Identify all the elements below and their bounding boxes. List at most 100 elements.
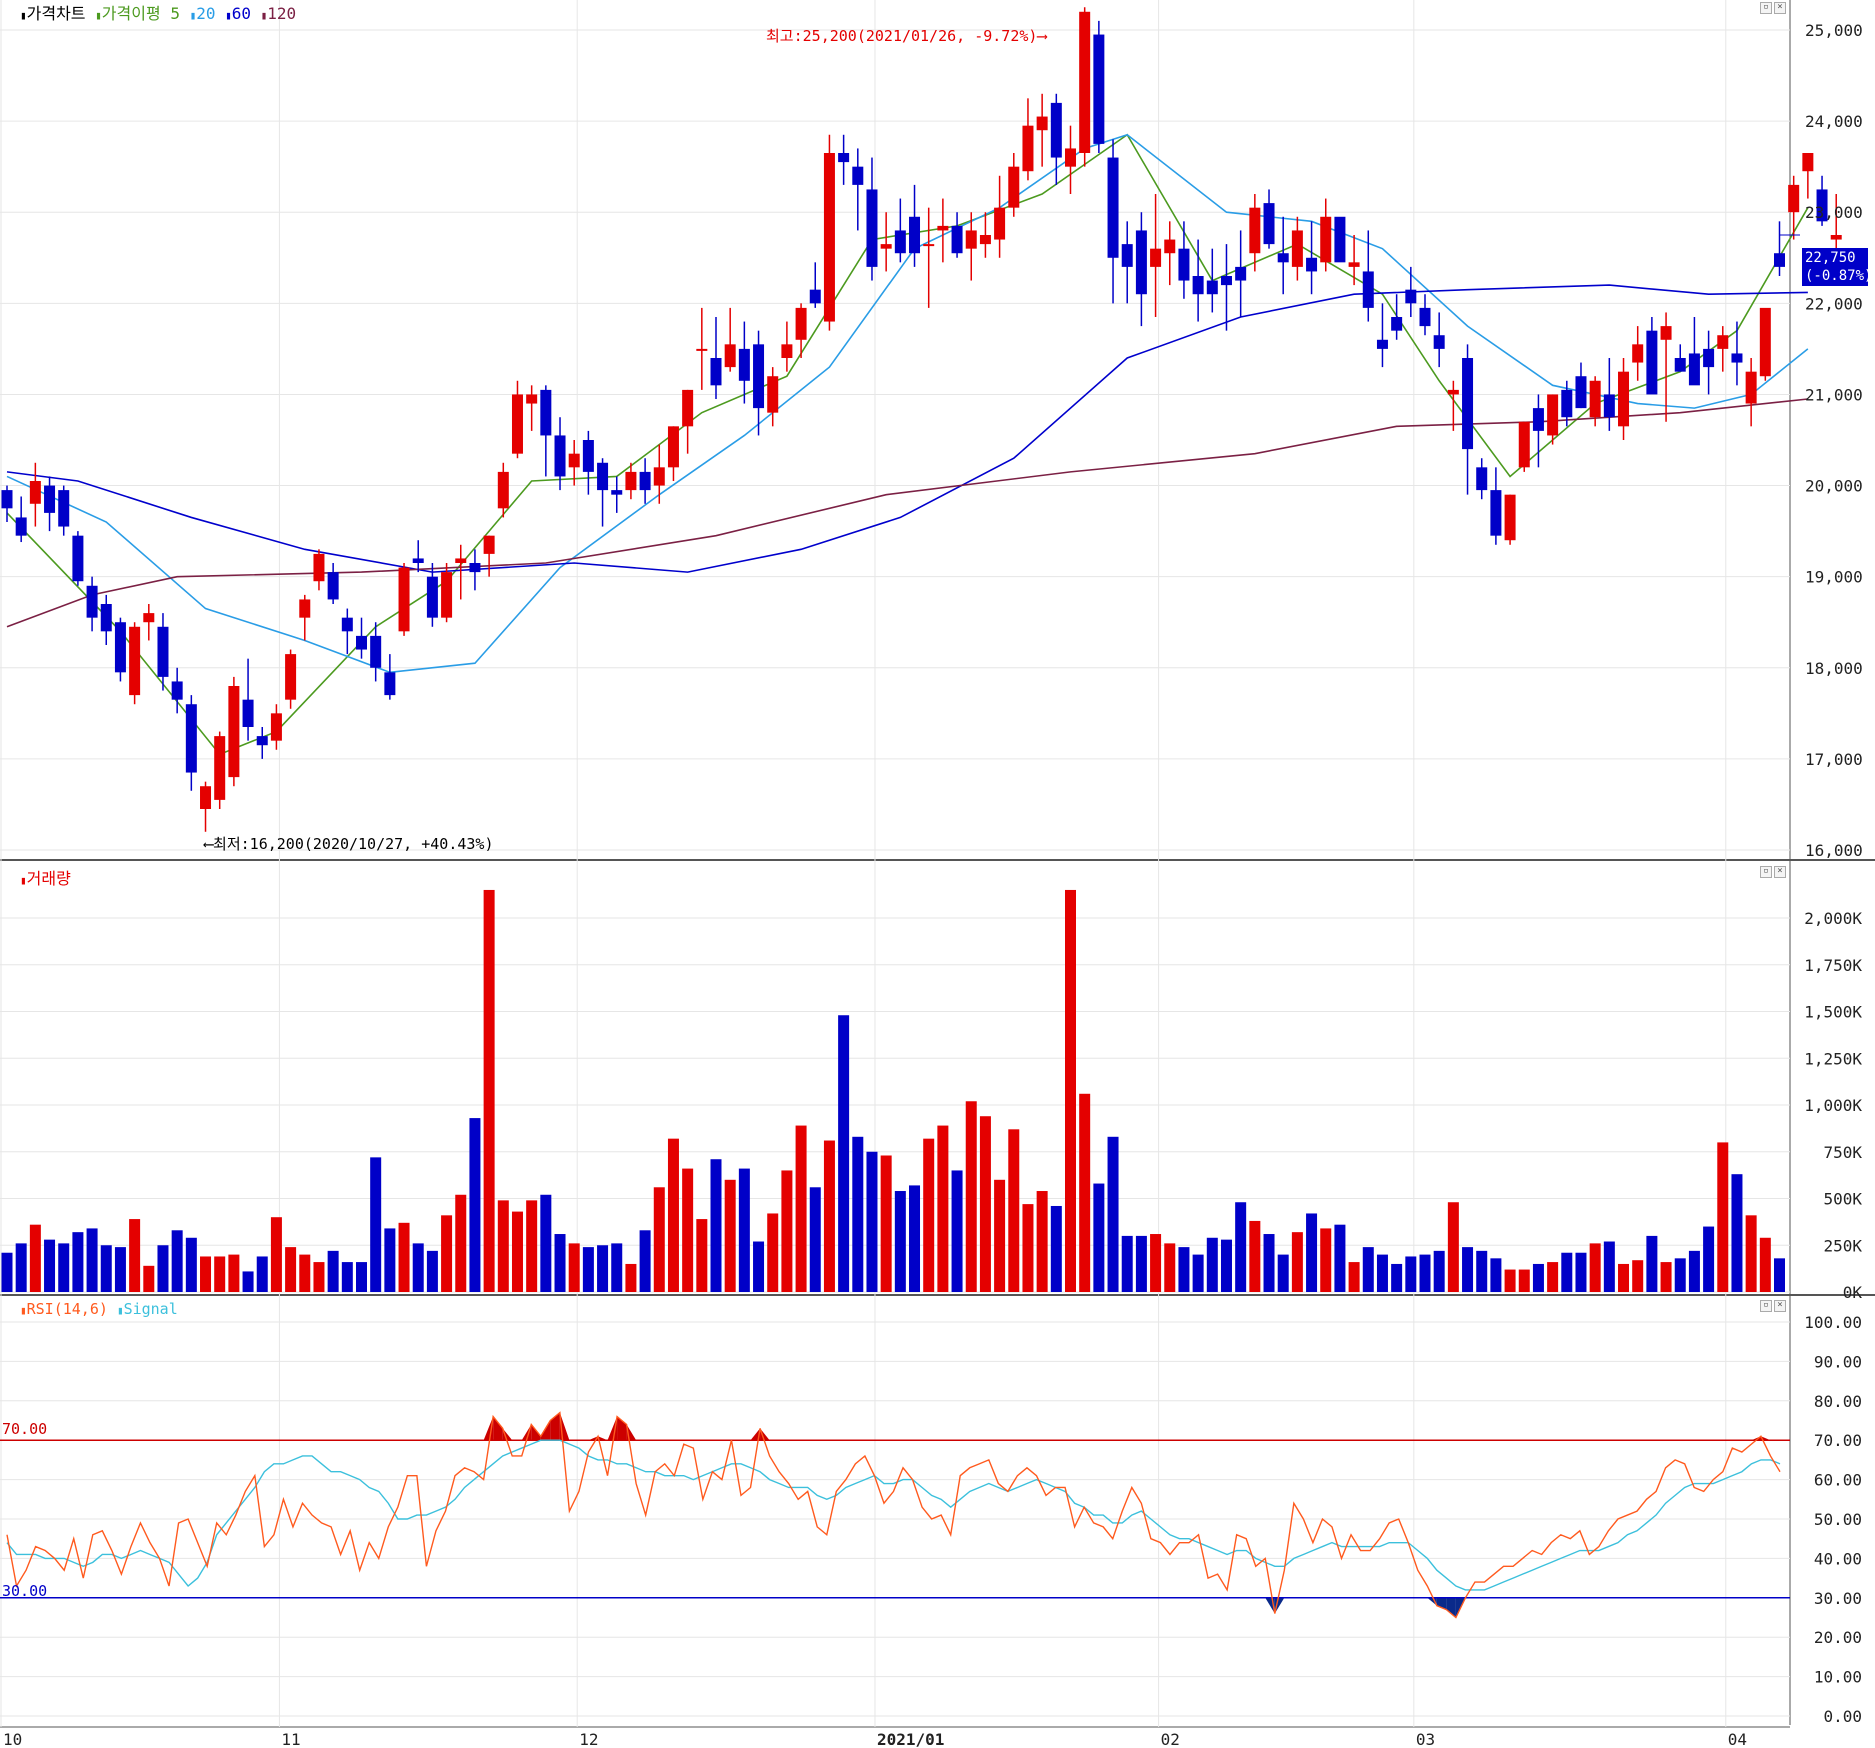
volume-bar — [1291, 1232, 1303, 1292]
candle-body — [1788, 184, 1800, 213]
volume-bar — [100, 1245, 112, 1292]
volume-bar — [781, 1170, 793, 1292]
candle-body — [129, 626, 141, 696]
candle-body — [469, 563, 481, 573]
volume-bar — [1532, 1263, 1544, 1292]
candle-body — [1575, 376, 1587, 409]
volume-bar — [441, 1215, 453, 1292]
volume-bar — [469, 1118, 481, 1292]
candle-body — [1547, 394, 1559, 436]
candle-body — [455, 558, 467, 563]
volume-bar — [767, 1213, 779, 1292]
volume-bar — [1178, 1247, 1190, 1292]
candle-body — [1065, 148, 1076, 167]
candle-body — [483, 535, 495, 554]
candle-body — [341, 617, 353, 632]
volume-bar — [1575, 1252, 1587, 1292]
candle-body — [100, 604, 112, 632]
rsi-tick-label: 50.00 — [1814, 1510, 1862, 1529]
candle-body — [256, 736, 268, 746]
candle-body — [781, 344, 793, 358]
volume-bar — [1, 1252, 13, 1292]
candle-body — [809, 289, 821, 304]
signal-title: ▮Signal — [116, 1300, 178, 1318]
volume-panel-minimize-button[interactable]: ▫ — [1760, 866, 1772, 878]
high-annotation: 최고:25,200(2021/01/26, -9.72%)⟶ — [766, 27, 1047, 45]
volume-bar — [313, 1262, 325, 1292]
price-tick-label: 19,000 — [1805, 568, 1863, 587]
candle-body — [185, 704, 197, 773]
volume-bar — [1348, 1262, 1360, 1292]
volume-bar — [511, 1211, 523, 1292]
volume-bar — [597, 1245, 609, 1292]
candle-body — [1107, 157, 1119, 258]
price-legend-title: ▮가격차트 — [20, 4, 86, 23]
volume-tick-label: 750K — [1823, 1143, 1862, 1162]
volume-bar — [1589, 1243, 1601, 1292]
volume-bar — [1547, 1262, 1559, 1292]
volume-bar — [370, 1157, 382, 1292]
last-price: 22,750 — [1805, 250, 1856, 266]
candle-body — [1447, 389, 1459, 395]
volume-bar — [1121, 1235, 1133, 1292]
volume-bar — [1192, 1254, 1204, 1292]
volume-bar — [214, 1256, 226, 1292]
volume-panel-close-button[interactable]: × — [1774, 866, 1786, 878]
volume-bar — [1164, 1243, 1176, 1292]
volume-bar — [639, 1230, 651, 1292]
candle-body — [1235, 266, 1247, 281]
volume-bar — [1603, 1241, 1615, 1292]
candle-body — [611, 490, 623, 495]
rsi-overbought-fill — [598, 1436, 608, 1441]
volume-bar — [1362, 1247, 1374, 1292]
candle-body — [285, 654, 297, 700]
candle-body — [1504, 494, 1516, 541]
volume-bar — [1646, 1235, 1658, 1292]
volume-bar — [228, 1254, 240, 1292]
volume-bar — [724, 1179, 736, 1292]
volume-bar — [327, 1250, 339, 1292]
candle-body — [1816, 189, 1828, 222]
volume-bar — [653, 1187, 665, 1292]
candle-body — [965, 230, 977, 249]
volume-bar — [526, 1200, 538, 1292]
candle-body — [738, 348, 750, 381]
candle-body — [228, 686, 240, 778]
candle-body — [356, 635, 367, 650]
volume-bar — [923, 1138, 935, 1292]
rsi-panel-minimize-button[interactable]: ▫ — [1760, 1300, 1772, 1312]
volume-bar — [1405, 1256, 1417, 1292]
candle-body — [398, 567, 410, 632]
price-tick-label: 17,000 — [1805, 750, 1863, 769]
candle-body — [994, 207, 1006, 240]
volume-bar — [696, 1219, 708, 1292]
volume-bar — [1376, 1254, 1388, 1292]
price-panel-minimize-button[interactable]: ▫ — [1760, 2, 1772, 14]
volume-bar — [1703, 1226, 1715, 1292]
x-tick-label: 03 — [1416, 1730, 1435, 1748]
volume-bar — [483, 889, 495, 1292]
candle-body — [767, 376, 779, 413]
volume-bar — [1433, 1250, 1445, 1292]
rsi-panel-close-button[interactable]: × — [1774, 1300, 1786, 1312]
candle-body — [526, 394, 538, 404]
candle-body — [894, 230, 906, 254]
rsi-tick-label: 100.00 — [1804, 1313, 1862, 1332]
candle-body — [1433, 335, 1445, 349]
volume-bar — [497, 1200, 509, 1292]
price-panel-close-button[interactable]: × — [1774, 2, 1786, 14]
candle-body — [1362, 271, 1374, 308]
candle-body — [327, 572, 339, 600]
candle-body — [823, 153, 835, 322]
volume-bar — [1462, 1247, 1474, 1292]
candle-body — [1618, 371, 1630, 427]
candle-body — [15, 517, 27, 536]
candle-body — [1802, 153, 1814, 172]
volume-tick-label: 500K — [1823, 1190, 1862, 1209]
candle-body — [880, 244, 892, 249]
candle-body — [1532, 408, 1544, 431]
price-legend: ▮가격차트 ▮가격이평 5 ▮20 ▮60 ▮120 — [20, 0, 296, 24]
volume-bar — [1774, 1258, 1785, 1292]
volume-bar — [1008, 1129, 1020, 1292]
candle-body — [568, 453, 580, 468]
